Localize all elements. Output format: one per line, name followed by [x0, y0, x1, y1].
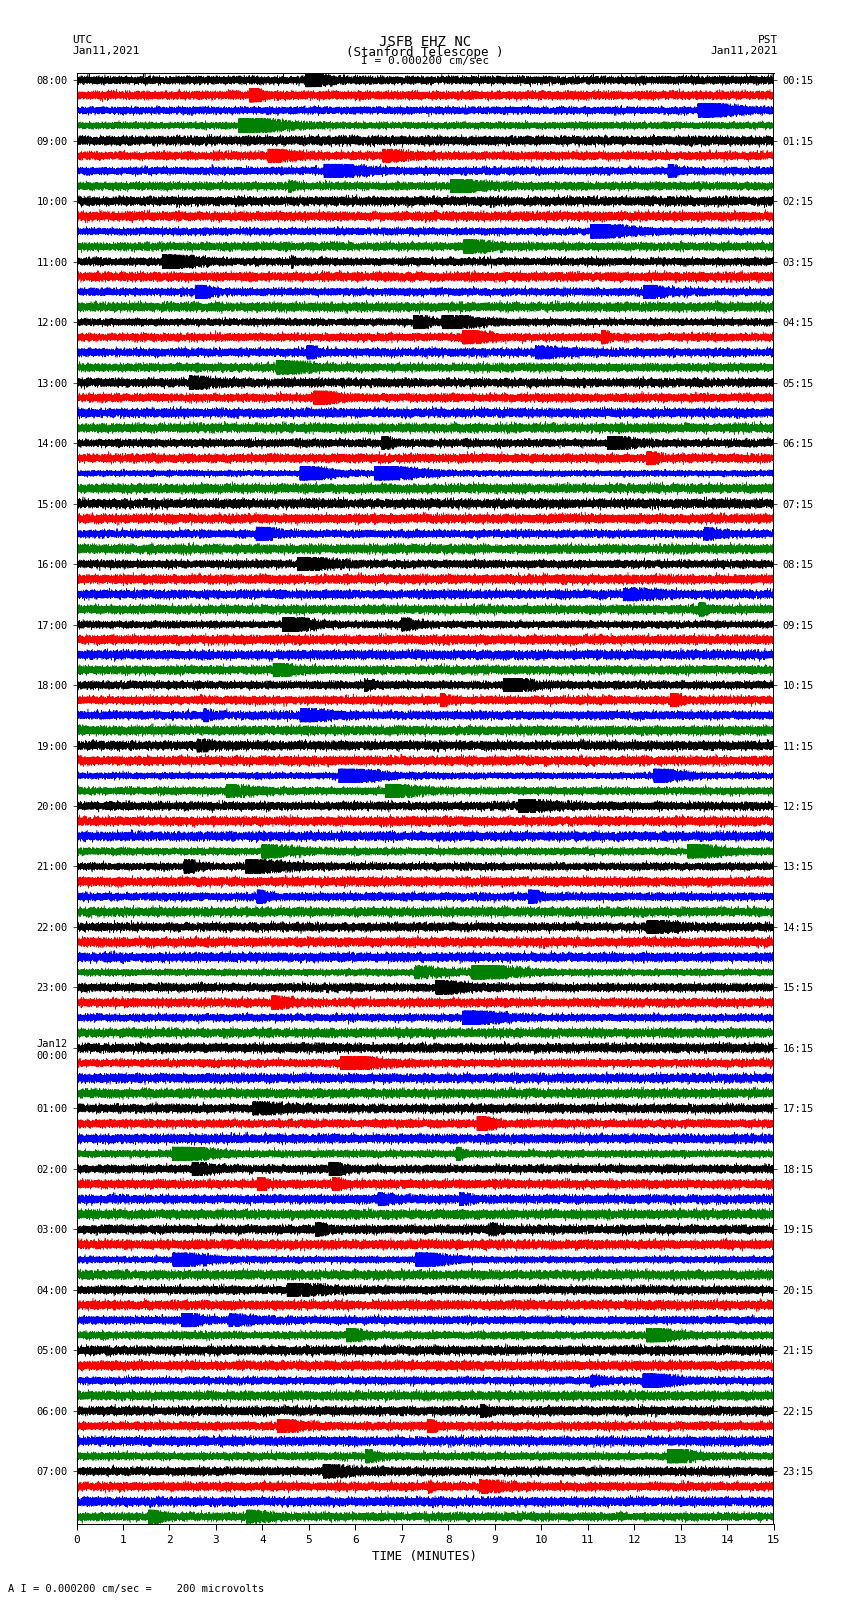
- Text: JSFB EHZ NC: JSFB EHZ NC: [379, 35, 471, 48]
- Text: I = 0.000200 cm/sec: I = 0.000200 cm/sec: [361, 56, 489, 66]
- Text: (Stanford Telescope ): (Stanford Telescope ): [346, 45, 504, 60]
- Text: Jan11,2021: Jan11,2021: [72, 45, 139, 56]
- Text: PST: PST: [757, 35, 778, 45]
- Text: UTC: UTC: [72, 35, 93, 45]
- Text: Jan11,2021: Jan11,2021: [711, 45, 778, 56]
- X-axis label: TIME (MINUTES): TIME (MINUTES): [372, 1550, 478, 1563]
- Text: A I = 0.000200 cm/sec =    200 microvolts: A I = 0.000200 cm/sec = 200 microvolts: [8, 1584, 264, 1594]
